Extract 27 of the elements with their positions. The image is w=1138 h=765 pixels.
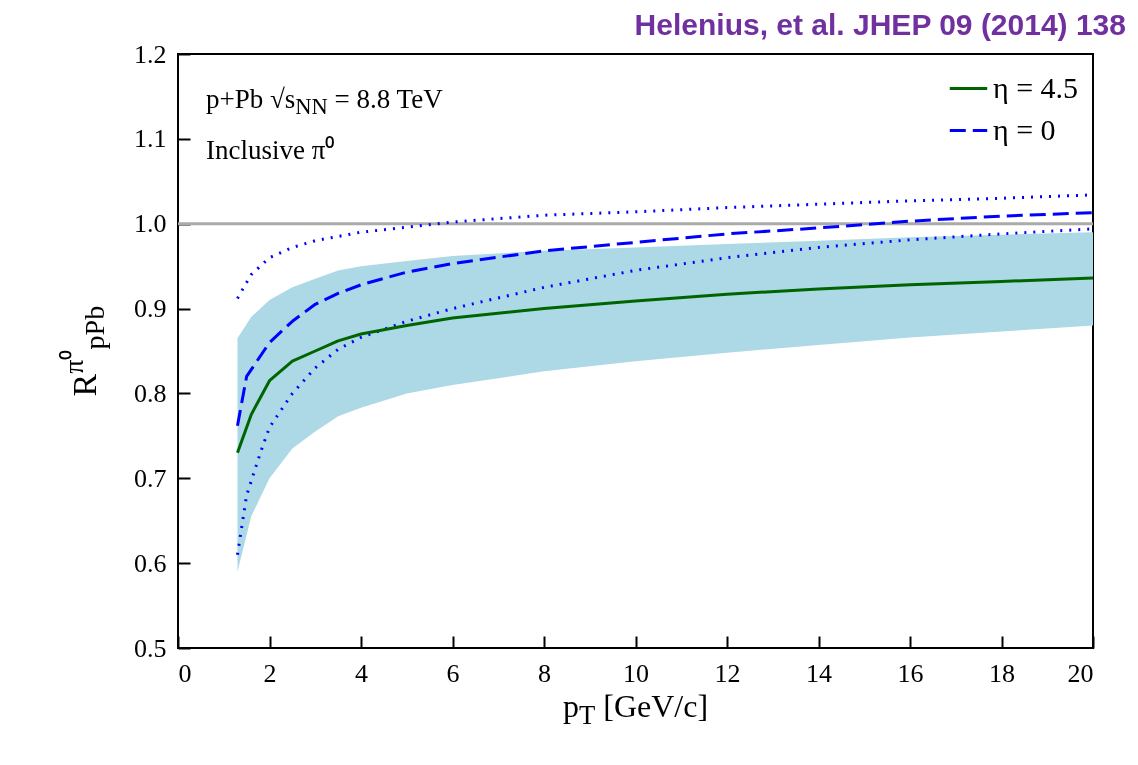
y-tick-label: 0.9 <box>134 294 167 324</box>
x-tick-label: 4 <box>355 658 368 688</box>
y-tick-label: 1.1 <box>134 124 167 154</box>
line-series <box>235 211 1095 428</box>
y-tick-label: 0.8 <box>134 378 167 408</box>
x-tick-label: 10 <box>623 658 649 688</box>
x-tick-label: 0 <box>178 658 192 688</box>
x-tick-label: 6 <box>446 658 460 688</box>
x-tick-label: 20 <box>1067 658 1094 688</box>
annotation: p+Pb √s$_{NN}$ = 8.8 TeV <box>206 84 443 121</box>
annotation: Inclusive π⁰ <box>206 134 335 167</box>
y-tick-label: 0.6 <box>134 548 167 578</box>
legend-label: η = 4.5 <box>993 70 1079 104</box>
x-tick-label: 18 <box>989 658 1015 688</box>
x-tick-label: 16 <box>897 658 924 688</box>
x-axis-title: p$_{T}$ [GeV/c] <box>562 688 709 732</box>
line-series <box>235 276 1095 455</box>
x-tick-label: 12 <box>714 658 741 688</box>
y-tick-label: 1.2 <box>134 39 167 69</box>
y-tick-label: 1.0 <box>134 209 167 239</box>
text: Helenius, et al. JHEP 09 (2014) 138 <box>634 8 1126 42</box>
legend-label: η = 0 <box>993 112 1056 146</box>
y-tick-label: 0.7 <box>134 463 167 493</box>
x-tick-label: 8 <box>538 658 551 688</box>
x-tick-label: 2 <box>263 658 277 688</box>
x-tick-label: 14 <box>806 658 832 688</box>
y-tick-label: 0.5 <box>134 633 167 663</box>
